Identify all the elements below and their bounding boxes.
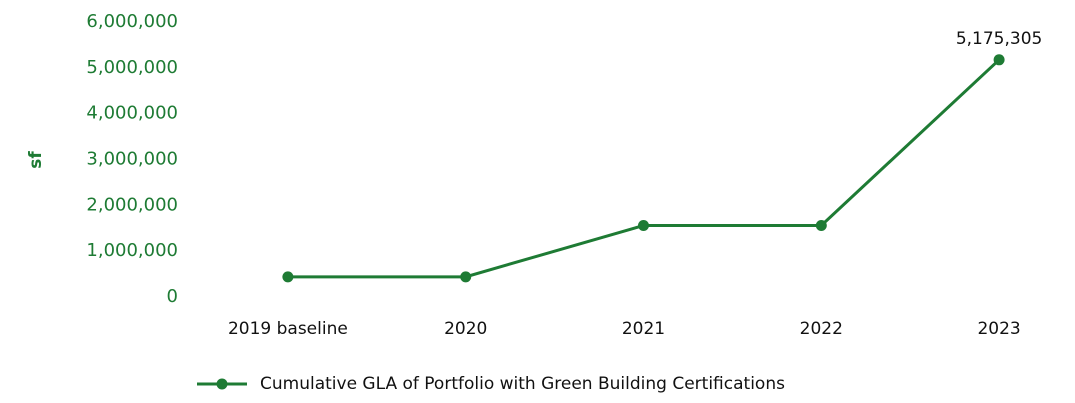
- legend-label: Cumulative GLA of Portfolio with Green B…: [260, 374, 785, 394]
- y-tick-label: 1,000,000: [86, 240, 178, 261]
- x-tick-label: 2023: [977, 319, 1020, 339]
- data-point: [282, 271, 294, 283]
- x-tick-label: 2022: [800, 319, 843, 339]
- y-tick-label: 6,000,000: [86, 11, 178, 32]
- data-point: [638, 220, 649, 231]
- y-tick-label: 0: [167, 286, 178, 307]
- y-tick-label: 5,000,000: [86, 57, 178, 78]
- x-tick-label: 2020: [444, 319, 487, 339]
- data-point: [460, 271, 472, 283]
- series-line: [287, 58, 1001, 279]
- data-point: [815, 220, 827, 231]
- data-label: 5,175,305: [956, 29, 1043, 49]
- data-point: [993, 54, 1005, 66]
- x-tick-label: 2019 baseline: [228, 319, 348, 339]
- legend-marker: [216, 378, 228, 390]
- y-tick-label: 4,000,000: [86, 103, 178, 124]
- y-tick-label: 3,000,000: [86, 149, 178, 170]
- y-axis-label: sf: [26, 151, 46, 169]
- x-tick-label: 2021: [622, 319, 665, 339]
- y-tick-label: 2,000,000: [86, 194, 178, 215]
